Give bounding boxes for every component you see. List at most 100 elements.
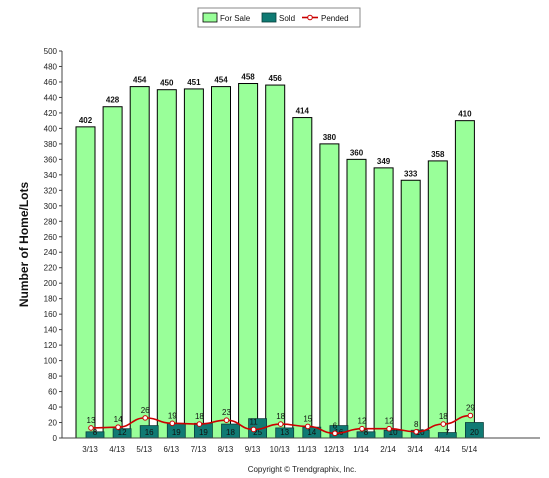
- for-sale-bar: [427, 160, 448, 439]
- x-tick-label: 1/14: [353, 445, 369, 454]
- x-tick-label: 9/13: [245, 445, 261, 454]
- pended-point: [169, 420, 176, 427]
- sold-value-label: 12: [118, 428, 127, 437]
- x-tick-label: 5/14: [462, 445, 478, 454]
- pended-value-label: 18: [195, 412, 204, 421]
- y-tick-label: 200: [44, 279, 58, 288]
- for-sale-bar: [238, 83, 259, 439]
- pended-line: 13 14 26 19 18 23 11 18 15 6 12 12 8 18 29: [87, 404, 475, 437]
- y-tick-label: 20: [48, 419, 57, 428]
- for-sale-value-label: 333: [404, 169, 418, 178]
- y-tick-label: 400: [44, 124, 58, 133]
- x-tick-label: 3/13: [82, 445, 98, 454]
- y-tick-label: 440: [44, 93, 58, 102]
- y-tick-label: 480: [44, 62, 58, 71]
- legend-label-pended: Pended: [321, 14, 349, 23]
- pended-value-label: 13: [87, 416, 96, 425]
- copyright-footer: Copyright © Trendgraphix, Inc.: [248, 465, 357, 474]
- for-sale-bar: [373, 167, 394, 439]
- y-tick-label: 40: [48, 403, 57, 412]
- x-tick-label: 10/13: [270, 445, 291, 454]
- y-tick-label: 380: [44, 140, 58, 149]
- for-sale-value-label: 451: [187, 78, 201, 87]
- y-tick-label: 320: [44, 186, 58, 195]
- pended-value-label: 23: [222, 408, 231, 417]
- for-sale-value-label: 450: [160, 79, 174, 88]
- sold-value-label: 8: [93, 428, 98, 437]
- legend-label-sold: Sold: [279, 14, 295, 23]
- for-sale-value-label: 410: [458, 110, 472, 119]
- pended-point: [250, 426, 257, 433]
- sold-value-label: 19: [199, 428, 208, 437]
- y-tick-label: 0: [53, 434, 58, 443]
- for-sale-bar: [400, 179, 421, 439]
- y-tick-label: 120: [44, 341, 58, 350]
- for-sale-value-label: 454: [214, 76, 228, 85]
- sold-value-label: 13: [280, 428, 289, 437]
- sold-value-label: 20: [470, 428, 479, 437]
- y-tick-label: 160: [44, 310, 58, 319]
- sold-bars: 8 12 16 19 19 18 25 13 14 16 8 10 10 7 20: [85, 418, 484, 439]
- pended-point: [359, 425, 365, 432]
- x-tick-label: 6/13: [164, 445, 180, 454]
- for-sale-bar: [292, 117, 313, 439]
- y-tick-label: 420: [44, 109, 58, 118]
- pended-point: [142, 415, 148, 421]
- pended-point: [332, 430, 338, 437]
- pended-value-label: 12: [358, 417, 367, 426]
- pended-point: [467, 412, 474, 419]
- pended-point: [440, 421, 447, 427]
- for-sale-bar: [265, 84, 286, 439]
- y-tick-label: 180: [44, 295, 58, 304]
- y-tick-label: 260: [44, 233, 58, 242]
- for-sale-value-label: 414: [296, 107, 310, 116]
- pended-point: [386, 425, 392, 432]
- for-sale-value-label: 458: [241, 73, 255, 82]
- sold-value-label: 14: [307, 428, 316, 437]
- sold-value-label: 19: [172, 428, 181, 437]
- x-tick-label: 2/14: [380, 445, 396, 454]
- sold-value-label: 8: [364, 428, 369, 437]
- pended-value-label: 14: [114, 415, 123, 424]
- for-sale-bar: [183, 88, 204, 439]
- x-tick-label: 5/13: [136, 445, 152, 454]
- y-tick-label: 220: [44, 264, 58, 273]
- pended-point: [223, 417, 230, 423]
- sold-value-label: 7: [445, 428, 450, 437]
- for-sale-bar: [129, 86, 150, 439]
- pended-value-label: 18: [439, 412, 448, 421]
- for-sale-value-label: 349: [377, 157, 391, 166]
- x-axis: 3/13 4/13 5/13 6/13 7/13 8/13 9/13 10/13 11/13 12…: [62, 437, 540, 454]
- for-sale-value-label: 380: [323, 133, 337, 142]
- for-sale-bar: [346, 158, 367, 439]
- pended-value-label: 11: [249, 417, 258, 426]
- y-tick-label: 80: [48, 372, 57, 381]
- for-sale-value-label: 454: [133, 76, 147, 85]
- pended-point: [413, 429, 420, 435]
- for-sale-bar: [102, 106, 123, 439]
- for-sale-bar: [211, 86, 231, 439]
- pended-value-label: 12: [385, 417, 394, 426]
- pended-value-label: 8: [414, 420, 419, 429]
- legend-swatch-for-sale: [202, 12, 218, 23]
- for-sale-value-label: 358: [431, 150, 445, 159]
- sold-value-label: 10: [416, 428, 425, 437]
- pended-value-label: 29: [466, 404, 475, 413]
- y-tick-label: 500: [44, 47, 58, 56]
- pended-point: [196, 421, 203, 427]
- y-tick-label: 300: [44, 202, 58, 211]
- pended-value-label: 19: [168, 411, 177, 420]
- x-tick-label: 12/13: [324, 445, 345, 454]
- legend-label-for-sale: For Sale: [220, 14, 251, 23]
- pended-value-label: 18: [276, 412, 285, 421]
- x-tick-label: 4/13: [109, 445, 125, 454]
- y-tick-label: 340: [44, 171, 58, 180]
- pended-value-label: 26: [141, 406, 150, 415]
- sold-value-label: 25: [253, 428, 262, 437]
- x-tick-label: 3/14: [407, 445, 423, 454]
- for-sale-bar: [75, 126, 96, 439]
- y-tick-label: 240: [44, 248, 58, 257]
- for-sale-bar: [156, 89, 177, 439]
- for-sale-bar: [454, 120, 475, 439]
